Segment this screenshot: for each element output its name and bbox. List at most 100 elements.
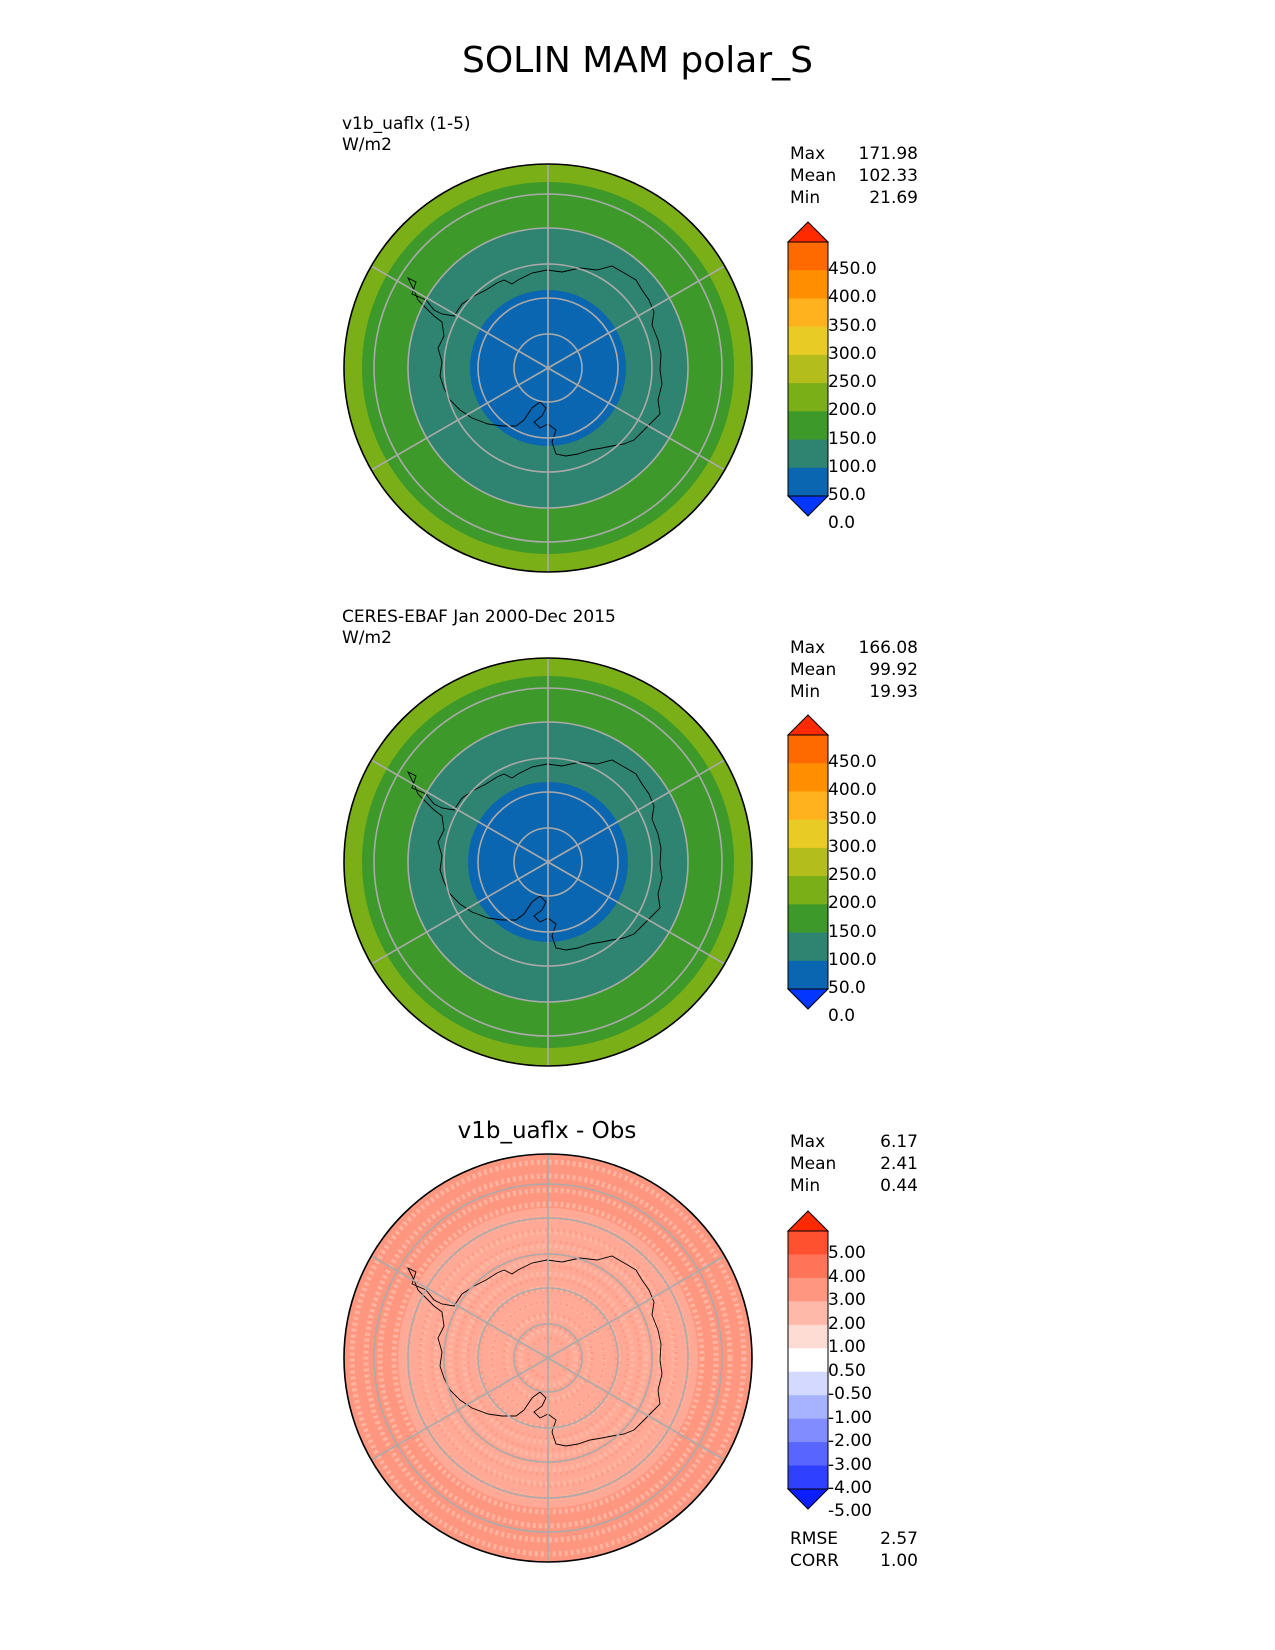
colorbar-tick-label: 4.00 — [828, 1266, 866, 1287]
colorbar-segment — [788, 439, 828, 469]
map-boundary — [343, 163, 753, 573]
colorbar-tick-label: 100.0 — [828, 949, 877, 970]
colorbar-tick-label: -4.00 — [828, 1478, 872, 1498]
panel1-polar-map — [343, 163, 753, 573]
colorbar-segment — [788, 1301, 828, 1326]
colorbar-tick-label: 0.0 — [828, 513, 856, 534]
longitude-line — [370, 1357, 549, 1461]
panel3-footer-stats: RMSE 2.57 CORR 1.00 — [790, 1528, 918, 1572]
colorbar-segment — [788, 1254, 828, 1279]
colorbar-extend-top — [786, 714, 830, 736]
colorbar-tick-label: 150.0 — [828, 921, 877, 942]
colorbar-tick-label: 300.0 — [828, 836, 877, 857]
panel1-units: W/m2 — [342, 135, 392, 155]
stat-name: Max — [790, 638, 826, 658]
colorbar-tick-label: 3.00 — [828, 1290, 866, 1311]
longitude-line — [547, 367, 726, 471]
colorbar-tick-label: 250.0 — [828, 372, 877, 393]
stat-name: Min — [790, 682, 821, 702]
colorbar-segment — [788, 876, 828, 905]
field-ripple — [418, 1228, 678, 1488]
panel3-polar-map — [343, 1153, 753, 1563]
stat-value: 0.44 — [880, 1176, 918, 1196]
stat-value: 102.33 — [858, 166, 918, 186]
colorbar-tick-label: -1.00 — [828, 1407, 872, 1428]
colorbar-tick-label: 1.00 — [828, 1337, 866, 1358]
panel2-label: CERES-EBAF Jan 2000-Dec 2015 W/m2 — [342, 607, 616, 649]
colorbar-tick-label: 450.0 — [828, 752, 877, 773]
colorbar-segment — [788, 735, 828, 764]
colorbar-segment — [788, 791, 828, 821]
colorbar-segment — [788, 1277, 828, 1302]
panel2-units: W/m2 — [342, 628, 392, 648]
colorbar-segment — [788, 1231, 828, 1255]
colorbar-segment — [788, 270, 828, 299]
stat-value: 99.92 — [869, 660, 918, 680]
panel1-stats: Max 171.98 Mean 102.33 Min 21.69 — [790, 143, 918, 209]
panel3-colorbar — [786, 1210, 830, 1510]
corr-value: 1.00 — [880, 1551, 918, 1571]
colorbar-tick-label: 100.0 — [828, 456, 877, 477]
colorbar-segment — [788, 354, 828, 384]
colorbar-tick-label: 50.0 — [828, 485, 866, 505]
longitude-line — [370, 367, 549, 471]
colorbar-extend-top — [786, 1210, 830, 1232]
colorbar-tick-label: 150.0 — [828, 428, 877, 449]
colorbar-segment — [788, 1442, 828, 1467]
colorbar-segment — [788, 1465, 828, 1490]
panel3-title: v1b_uaflx - Obs — [457, 1118, 637, 1144]
colorbar-segment — [788, 1418, 828, 1443]
colorbar-tick-label: 350.0 — [828, 315, 877, 336]
colorbar-tick-label: 450.0 — [828, 259, 877, 280]
stat-value: 171.98 — [858, 144, 918, 164]
stat-value: 19.93 — [869, 682, 918, 702]
panel2-obs-name: CERES-EBAF Jan 2000-Dec 2015 — [342, 607, 616, 627]
colorbar-extend-bottom — [786, 1488, 830, 1510]
map-boundary — [343, 657, 753, 1067]
colorbar-segment — [788, 763, 828, 792]
panel1-model-name: v1b_uaflx (1-5) — [342, 114, 471, 134]
colorbar-tick-label: -2.00 — [828, 1431, 872, 1452]
corr-label: CORR — [790, 1551, 839, 1571]
longitude-line — [370, 1255, 549, 1359]
colorbar-tick-label: 200.0 — [828, 400, 877, 421]
colorbar-tick-label: 250.0 — [828, 865, 877, 886]
colorbar-segment — [788, 932, 828, 962]
stat-value: 6.17 — [880, 1132, 918, 1152]
stat-name: Mean — [790, 166, 837, 186]
panel1-colorbar — [786, 221, 830, 517]
longitude-line — [547, 265, 726, 369]
panel2-stats: Max 166.08 Mean 99.92 Min 19.93 — [790, 637, 918, 703]
stat-name: Max — [790, 144, 826, 164]
field-ripple — [502, 1312, 594, 1404]
colorbar-segment — [788, 411, 828, 441]
field-ripple — [466, 1276, 630, 1440]
figure-title: SOLIN MAM polar_S — [461, 40, 814, 81]
stat-value: 21.69 — [869, 188, 918, 208]
colorbar-extend-top — [786, 221, 830, 243]
field-ripple — [377, 1187, 719, 1529]
colorbar-segment — [788, 904, 828, 934]
colorbar-tick-label: 200.0 — [828, 893, 877, 914]
colorbar-tick-label: -3.00 — [828, 1454, 872, 1475]
stat-name: Min — [790, 1176, 821, 1196]
colorbar-segment — [788, 467, 828, 497]
colorbar-segment — [788, 1371, 828, 1396]
colorbar-tick-label: 2.00 — [828, 1313, 866, 1334]
longitude-line — [547, 1357, 726, 1461]
longitude-line — [370, 265, 549, 369]
field-ripple — [490, 1300, 606, 1416]
colorbar-extend-bottom — [786, 495, 830, 517]
colorbar-segment — [788, 1395, 828, 1420]
stat-value: 166.08 — [858, 638, 918, 658]
longitude-line — [547, 1255, 726, 1359]
colorbar-tick-label: 0.50 — [828, 1360, 866, 1381]
field-ripple — [363, 1173, 733, 1543]
colorbar-segment — [788, 383, 828, 412]
colorbar-segment — [788, 326, 828, 356]
stat-value: 2.41 — [880, 1154, 918, 1174]
colorbar-tick-label: 50.0 — [828, 978, 866, 998]
longitude-line — [547, 861, 726, 965]
stat-name: Max — [790, 1132, 826, 1152]
colorbar-segment — [788, 819, 828, 849]
